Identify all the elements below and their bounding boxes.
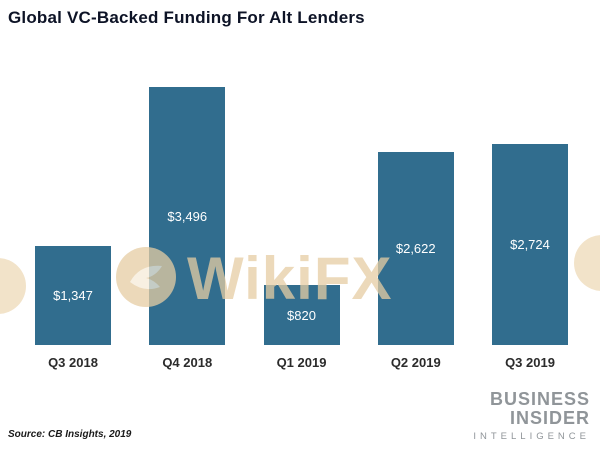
bar-value-label: $2,622 xyxy=(395,241,436,256)
category-label: Q3 2018 xyxy=(48,355,98,370)
bar-column-q4-2018: $3,496 Q4 2018 xyxy=(149,87,226,371)
brand-line-insider: INSIDER xyxy=(509,408,590,428)
category-label: Q3 2019 xyxy=(505,355,555,370)
bar-q3-2019: $2,724 xyxy=(492,144,568,345)
bar-value-label: $1,347 xyxy=(53,288,93,303)
bar-q4-2018: $3,496 xyxy=(149,87,226,345)
brand-line-intelligence: INTELLIGENCE xyxy=(473,431,590,442)
plot-area: $1,347 Q3 2018 $3,496 Q4 2018 $820 Q1 2019 $2,… xyxy=(0,60,600,371)
bar-value-label: $2,724 xyxy=(510,237,550,252)
bar-chart: $1,347 Q3 2018 $3,496 Q4 2018 $820 Q1 2019 $2,… xyxy=(0,60,600,371)
category-label: Q2 2019 xyxy=(390,355,441,370)
bar-value-label: $3,496 xyxy=(167,208,208,224)
bar-value-label: $820 xyxy=(287,307,316,323)
bar-q2-2019: $2,622 xyxy=(377,152,454,345)
source-note: Source: CB Insights, 2019 xyxy=(8,429,132,440)
bar-q1-2019: $820 xyxy=(263,285,340,345)
bar-column-q3-2019: $2,724 Q3 2019 xyxy=(492,144,568,371)
brand-line-business: BUSINESS xyxy=(489,389,590,409)
bar-column-q1-2019: $820 Q1 2019 xyxy=(263,285,340,371)
bar-q3-2018: $1,347 xyxy=(35,246,111,345)
category-label: Q4 2018 xyxy=(162,355,213,370)
chart-title: Global VC-Backed Funding For Alt Lenders xyxy=(8,8,365,27)
business-insider-logo: BUSINESS INSIDER INTELLIGENCE xyxy=(473,389,590,443)
bar-column-q3-2018: $1,347 Q3 2018 xyxy=(35,246,111,371)
category-label: Q1 2019 xyxy=(276,355,327,370)
bar-column-q2-2019: $2,622 Q2 2019 xyxy=(377,152,454,371)
